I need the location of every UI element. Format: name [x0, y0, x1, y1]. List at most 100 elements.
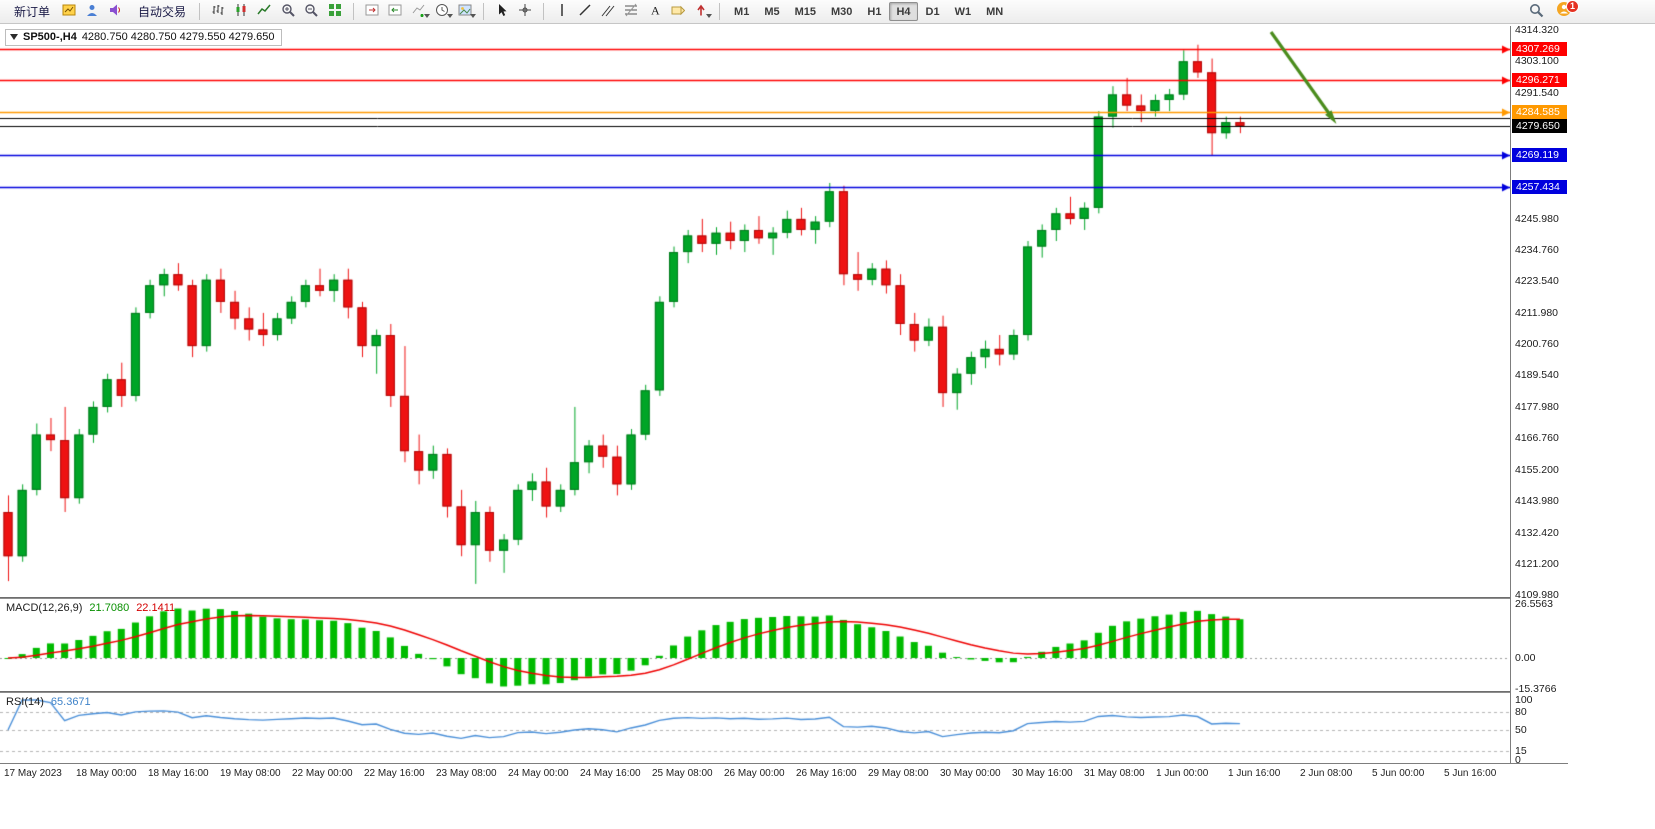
- profiles-button[interactable]: [81, 2, 103, 22]
- chart-shift-icon: [365, 3, 379, 20]
- templates-icon: [458, 3, 472, 20]
- vertical-line-icon: [555, 3, 569, 20]
- chart-symbol-header[interactable]: SP500-,H4 4280.750 4280.750 4279.550 427…: [5, 29, 282, 46]
- arrow-objects-button[interactable]: [690, 2, 713, 22]
- search-button[interactable]: [1525, 2, 1547, 22]
- new-chart-icon: [62, 3, 76, 20]
- date-axis-label: 5 Jun 00:00: [1372, 768, 1425, 779]
- price-axis[interactable]: 4314.320 4303.100 4291.540 4245.980 4234.760…: [1510, 24, 1568, 766]
- timeframe-w1-button[interactable]: W1: [948, 2, 979, 21]
- profiles-icon: [85, 3, 99, 20]
- price-axis-label: 4143.980: [1515, 494, 1559, 507]
- main-price-chart[interactable]: [0, 26, 1510, 597]
- notification-badge: 1: [1566, 0, 1579, 13]
- date-axis-label: 2 Jun 08:00: [1300, 768, 1353, 779]
- toolbar-group-scroll: [361, 2, 406, 22]
- fibonacci-button[interactable]: [620, 2, 642, 22]
- alerts-icon: [108, 3, 122, 20]
- trendline-icon: [578, 3, 592, 20]
- add-indicator-icon: [412, 3, 426, 20]
- autotrading-button[interactable]: 自动交易: [128, 2, 192, 22]
- search-icon: [1529, 3, 1544, 21]
- timeframe-h4-button[interactable]: H4: [889, 2, 918, 21]
- macd-main-value: 21.7080: [89, 602, 130, 614]
- alerts-button[interactable]: [104, 2, 126, 22]
- date-axis-label: 18 May 00:00: [76, 768, 137, 779]
- timeframe-m30-button[interactable]: M30: [824, 2, 859, 21]
- trendline-button[interactable]: [574, 2, 596, 22]
- price-axis-label: 4189.540: [1515, 369, 1559, 382]
- cursor-icon: [495, 3, 509, 20]
- macd-indicator-panel[interactable]: [0, 599, 1510, 691]
- toolbar-group-tile: [324, 2, 346, 22]
- bar-chart-button[interactable]: [207, 2, 229, 22]
- add-indicator-button[interactable]: [408, 2, 431, 22]
- panel-splitter-rsi[interactable]: [0, 691, 1568, 693]
- date-axis-label: 22 May 00:00: [292, 768, 353, 779]
- timeframe-m1-button[interactable]: M1: [727, 2, 756, 21]
- line-chart-icon: [257, 3, 271, 20]
- toolbar-group-chart-type: [207, 2, 275, 22]
- rsi-title: RSI(14): [6, 696, 44, 708]
- rsi-axis-label: 0: [1515, 754, 1521, 766]
- price-axis-label: 4234.760: [1515, 243, 1559, 256]
- date-axis[interactable]: 17 May 2023 18 May 00:00 18 May 16:00 19 Ma…: [0, 763, 1568, 785]
- date-axis-label: 17 May 2023: [4, 768, 62, 779]
- text-label-button[interactable]: [667, 2, 689, 22]
- zoom-in-button[interactable]: [277, 2, 299, 22]
- templates-button[interactable]: [454, 2, 477, 22]
- equidistant-channel-button[interactable]: [597, 2, 619, 22]
- timeframe-h1-button[interactable]: H1: [860, 2, 888, 21]
- cursor-button[interactable]: [491, 2, 513, 22]
- date-axis-label: 22 May 16:00: [364, 768, 425, 779]
- text-icon: A: [648, 3, 662, 20]
- bar-chart-icon: [211, 3, 225, 20]
- crosshair-button[interactable]: [514, 2, 536, 22]
- tile-windows-icon: [328, 3, 342, 20]
- date-axis-label: 29 May 08:00: [868, 768, 929, 779]
- zoom-in-icon: [281, 3, 295, 20]
- symbol-ohlc-label: 4280.750 4280.750 4279.550 4279.650: [81, 31, 275, 43]
- candlestick-chart-button[interactable]: [230, 2, 252, 22]
- current-price-badge: 4279.650: [1512, 118, 1567, 133]
- svg-text:A: A: [651, 4, 660, 18]
- periods-button[interactable]: [431, 2, 454, 22]
- rsi-axis-label: 50: [1515, 724, 1527, 736]
- timeframe-m5-button[interactable]: M5: [757, 2, 786, 21]
- panel-splitter-macd[interactable]: [0, 597, 1568, 599]
- tile-windows-button[interactable]: [324, 2, 346, 22]
- macd-signal-value: 22.1411: [136, 602, 176, 614]
- date-axis-label: 1 Jun 16:00: [1228, 768, 1281, 779]
- timeframe-d1-button[interactable]: D1: [919, 2, 947, 21]
- auto-scroll-button[interactable]: [384, 2, 406, 22]
- price-axis-label: 4166.760: [1515, 432, 1559, 444]
- level-price-badge: 4307.269: [1512, 42, 1567, 57]
- new-order-label: 新订单: [14, 5, 51, 19]
- toolbar-group-timeframes: M1 M5 M15 M30 H1 H4 D1 W1 MN: [727, 2, 1010, 21]
- rsi-indicator-panel[interactable]: [0, 693, 1510, 763]
- level-price-badge: 4284.585: [1512, 105, 1567, 120]
- text-button[interactable]: A: [644, 2, 666, 22]
- price-axis-label: 4132.420: [1515, 526, 1559, 539]
- date-axis-label: 24 May 00:00: [508, 768, 569, 779]
- new-chart-button[interactable]: [58, 2, 80, 22]
- chart-window: SP500-,H4 4280.750 4280.750 4279.550 427…: [0, 24, 1568, 814]
- timeframe-m15-button[interactable]: M15: [788, 2, 823, 21]
- vertical-line-button[interactable]: [551, 2, 573, 22]
- line-chart-button[interactable]: [253, 2, 275, 22]
- arrow-objects-icon: [694, 3, 708, 20]
- zoom-out-button[interactable]: [300, 2, 322, 22]
- one-click-trading-collapse-icon[interactable]: [10, 34, 18, 40]
- toolbar-separator: [483, 3, 485, 20]
- timeframe-mn-button[interactable]: MN: [979, 2, 1010, 21]
- date-axis-label: 19 May 08:00: [220, 768, 281, 779]
- toolbar-group-windows: [58, 2, 126, 22]
- date-axis-label: 30 May 16:00: [1012, 768, 1073, 779]
- toolbar-group-cursor: [491, 2, 536, 22]
- date-axis-label: 23 May 08:00: [436, 768, 497, 779]
- community-button[interactable]: 1: [1553, 0, 1579, 22]
- new-order-button[interactable]: 新订单: [4, 2, 56, 22]
- date-axis-label: 18 May 16:00: [148, 768, 209, 779]
- chart-shift-button[interactable]: [361, 2, 383, 22]
